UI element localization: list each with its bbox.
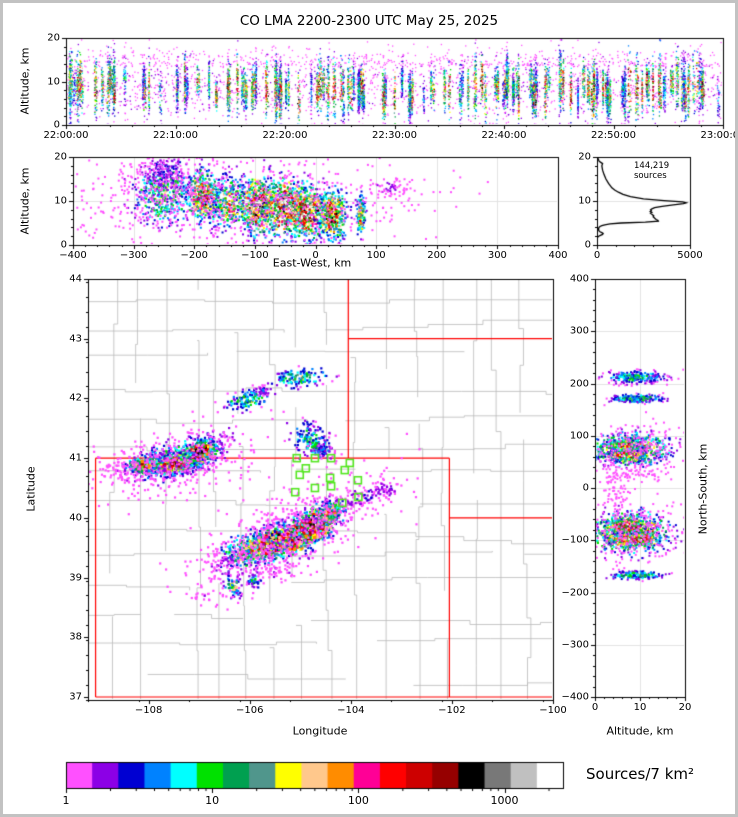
hist-y-tick-label: 10: [578, 195, 591, 207]
time-x-tick-label: 22:50:00: [591, 130, 636, 141]
map-y-tick-label: 41: [69, 452, 82, 464]
map-y-tick-label: 42: [69, 392, 82, 404]
source-count-annotation: 144,219 sources: [634, 161, 670, 181]
ew-x-tick-label: −200: [180, 250, 208, 261]
north-south-xlabel: Altitude, km: [606, 724, 674, 738]
ew-y-tick-label: 10: [54, 195, 67, 207]
ew-y-tick-label: 20: [54, 151, 67, 163]
colorbar-tick-label: 100: [347, 794, 369, 807]
map-y-tick-label: 39: [69, 572, 82, 584]
map-y-tick-label: 43: [69, 333, 82, 345]
colorbar-label: Sources/7 km²: [586, 765, 695, 783]
ns-x-tick-label: 0: [591, 702, 599, 713]
east-west-ylabel: Altitude, km: [18, 167, 32, 235]
hist-y-tick-label: 20: [578, 151, 591, 163]
ns-y-tick-label: 300: [569, 325, 589, 337]
time-x-tick-label: 22:10:00: [153, 130, 198, 141]
time-y-tick-label: 20: [47, 32, 60, 44]
north-south-ylabel: North-South, km: [696, 443, 710, 535]
east-west-xlabel: East-West, km: [272, 256, 352, 270]
ns-y-tick-label: 0: [582, 482, 589, 494]
colorbar-tick-label: 10: [205, 794, 220, 807]
time-x-tick-label: 22:40:00: [481, 130, 527, 141]
ns-x-tick-label: 20: [678, 702, 692, 713]
map-y-tick-label: 38: [69, 631, 82, 643]
hist-x-tick-label: 0: [593, 250, 601, 261]
ew-x-tick-label: −300: [119, 250, 148, 261]
map-x-tick-label: −108: [134, 705, 163, 716]
colorbar-tick-label: 1000: [490, 794, 519, 807]
ns-x-tick-label: 10: [633, 702, 647, 713]
time-x-tick-label: 22:30:00: [372, 130, 417, 141]
map-x-tick-label: −100: [539, 705, 567, 716]
ew-y-tick-label: 0: [60, 239, 67, 251]
ns-y-tick-label: −100: [561, 534, 589, 546]
ns-y-tick-label: 100: [569, 430, 589, 442]
map-xlabel: Longitude: [292, 724, 348, 738]
map-y-tick-label: 40: [69, 512, 82, 524]
ns-y-tick-label: 200: [569, 378, 589, 389]
hist-x-tick-label: 5000: [677, 250, 703, 261]
map-x-tick-label: −102: [438, 705, 466, 716]
ns-y-tick-label: −400: [561, 691, 589, 703]
time-y-tick-label: 0: [53, 119, 60, 131]
time-x-tick-label: 23:00:00: [700, 130, 738, 141]
time-height-ylabel: Altitude, km: [18, 47, 32, 115]
ns-y-tick-label: −200: [561, 587, 589, 598]
ew-x-tick-label: 100: [366, 250, 386, 261]
ew-x-tick-label: 400: [548, 250, 568, 261]
ew-x-tick-label: 200: [427, 250, 447, 261]
ew-x-tick-label: −400: [59, 250, 87, 261]
ew-x-tick-label: 0: [312, 250, 319, 261]
ew-x-tick-label: 300: [487, 250, 507, 261]
hist-y-tick-label: 0: [584, 239, 591, 251]
map-x-tick-label: −104: [337, 705, 365, 716]
figure-title: CO LMA 2200-2300 UTC May 25, 2025: [239, 13, 499, 29]
ns-y-tick-label: 400: [569, 273, 589, 285]
time-x-tick-label: 22:20:00: [262, 130, 308, 141]
map-x-tick-label: −106: [236, 705, 264, 716]
time-y-tick-label: 10: [47, 76, 60, 87]
time-x-tick-label: 22:00:00: [43, 130, 89, 141]
map-y-tick-label: 37: [69, 691, 82, 703]
colorbar-tick-label: 1: [62, 794, 70, 807]
ns-y-tick-label: −300: [561, 639, 589, 651]
ew-x-tick-label: −100: [241, 250, 269, 261]
map-ylabel: Latitude: [24, 466, 38, 512]
map-y-tick-label: 44: [69, 273, 82, 285]
